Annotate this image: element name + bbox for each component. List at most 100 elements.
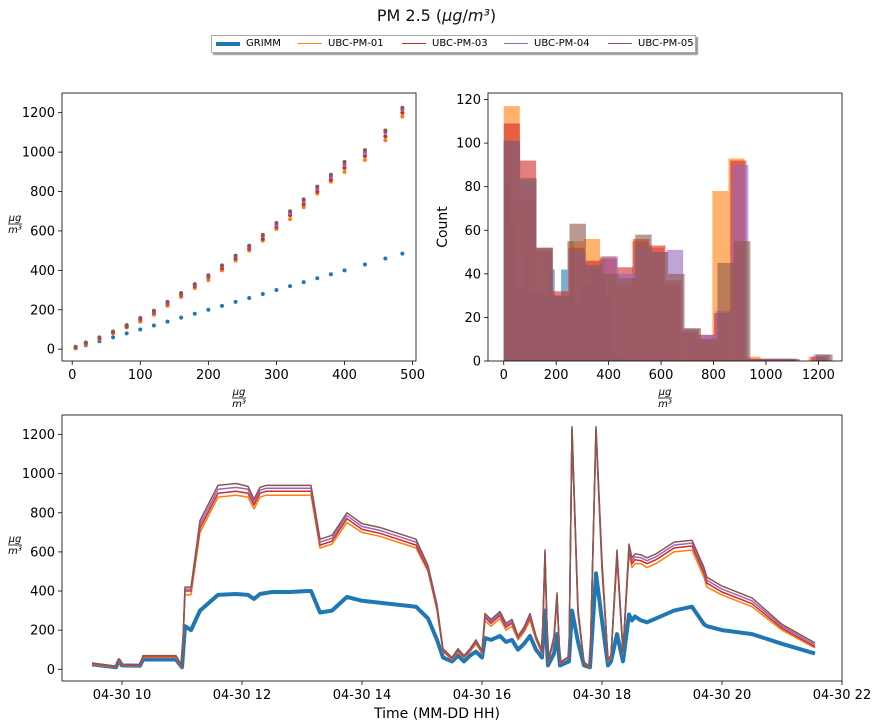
x-tick-label: 04-30 18 [573, 688, 631, 703]
svg-text:m³: m³ [8, 546, 22, 557]
legend-label: UBC-PM-01 [328, 38, 384, 49]
series-ubc-pm-05 [503, 140, 833, 361]
histogram-bar [503, 140, 521, 361]
legend-swatch [298, 43, 322, 44]
scatter-point [138, 316, 143, 321]
y-tick-label: 200 [30, 624, 55, 639]
legend-swatch [402, 43, 426, 44]
scatter-point [315, 184, 320, 189]
x-tick-label: 100 [128, 368, 153, 383]
scatter-point [301, 205, 306, 210]
scatter-point [260, 292, 265, 296]
y-tick-label: 120 [456, 93, 481, 108]
scatter-point [206, 307, 211, 312]
svg-text:m³: m³ [658, 399, 672, 410]
legend-label: UBC-PM-03 [432, 38, 488, 49]
x-tick-label: 300 [264, 368, 289, 383]
x-tick-label: 04-30 20 [693, 688, 751, 703]
scatter-point [247, 295, 252, 300]
scatter-point [362, 158, 367, 162]
x-tick-label: 1200 [802, 368, 835, 383]
x-tick-label: 400 [332, 368, 357, 383]
scatter-points [73, 105, 405, 351]
x-tick-label: 0 [68, 368, 76, 383]
plot-frame [61, 92, 417, 362]
scatter-point [301, 197, 306, 202]
scatter-point [400, 110, 405, 115]
scatter-point [124, 331, 129, 336]
x-tick-label: 1000 [749, 368, 782, 383]
scatter-point [274, 288, 279, 293]
scatter-point [342, 159, 347, 164]
svg-text:μg: μg [8, 534, 22, 545]
scatter-point [260, 236, 265, 241]
timeseries-chart: 04-30 10 04-30 12 04-30 14 04-30 16 04-30 18… [8, 414, 871, 722]
x-tick-label: 200 [196, 368, 221, 383]
scatter-point [111, 335, 116, 340]
y-tick-label: 1200 [22, 428, 55, 443]
histogram-bar [783, 358, 800, 361]
scatter-point [362, 151, 367, 156]
x-axis-label: Time (MM-DD HH) [373, 706, 500, 722]
legend-item: UBC-PM-04 [504, 38, 590, 49]
y-tick-label: 0 [47, 343, 55, 358]
scatter-point [301, 202, 306, 207]
histogram-chart: 0 200 400 600 800 1000 1200 0 20 40 60 80 100 120 μgm³… [435, 92, 843, 410]
y-tick-label: 40 [464, 267, 481, 282]
scatter-point [342, 169, 347, 174]
x-tick-label: 800 [701, 368, 726, 383]
y-tick-label: 60 [464, 224, 481, 239]
svg-text:m³: m³ [232, 399, 246, 410]
histogram-bar [816, 354, 833, 361]
y-axis-label: Count [435, 206, 451, 248]
y-tick-label: 100 [456, 137, 481, 152]
plot-area [62, 93, 416, 361]
svg-text:μg: μg [658, 387, 672, 398]
scatter-point [362, 148, 367, 153]
x-tick-label: 0 [500, 368, 508, 383]
x-tick-label: 04-30 22 [813, 688, 871, 703]
plot-frame [487, 92, 843, 362]
scatter-point [97, 335, 102, 340]
legend-swatch [608, 43, 632, 44]
histogram-bar [668, 273, 685, 361]
scatter-point [362, 154, 367, 159]
scatter-point [233, 253, 238, 258]
scatter-chart: 0 100 200 300 400 500020040060080010001200μgm… [8, 92, 425, 410]
x-tick-label: 04-30 10 [93, 688, 151, 703]
scatter-point [179, 291, 184, 296]
y-tick-label: 800 [30, 506, 55, 521]
y-tick-label: 20 [464, 311, 481, 326]
legend-item: UBC-PM-03 [402, 38, 488, 49]
scatter-point [206, 278, 211, 283]
histogram-bar [733, 241, 751, 361]
y-tick-label: 80 [464, 180, 481, 195]
svg-text:μg: μg [8, 213, 22, 224]
y-tick-label: 600 [30, 224, 55, 239]
scatter-point [400, 114, 405, 119]
histogram-bar [717, 262, 734, 361]
scatter-point [315, 276, 320, 281]
figure-title: PM 2.5 (μg/m³) [376, 6, 497, 25]
y-tick-label: 800 [30, 185, 55, 200]
x-tick-label: 04-30 16 [453, 688, 511, 703]
svg-text:m³: m³ [8, 225, 22, 236]
histogram-bar [553, 295, 570, 361]
scatter-point [233, 299, 238, 304]
scatter-point [383, 134, 388, 139]
scatter-point [274, 221, 279, 226]
histogram-bar [684, 328, 702, 361]
x-tick-label: 04-30 14 [333, 688, 391, 703]
scatter-point [328, 272, 333, 277]
scatter-point [260, 232, 265, 237]
x-tick-label: 400 [596, 368, 621, 383]
scatter-point [288, 284, 293, 289]
scatter-point [206, 273, 211, 278]
scatter-point [288, 217, 293, 222]
scatter-point [192, 311, 197, 316]
histogram-bar [569, 223, 586, 361]
scatter-point [362, 262, 367, 267]
